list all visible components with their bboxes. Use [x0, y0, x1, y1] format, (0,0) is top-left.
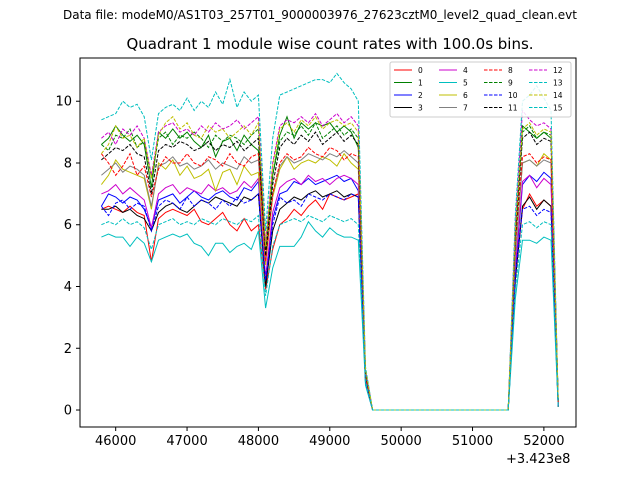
y-tick-label: 4 [64, 280, 72, 295]
series-line-6 [101, 152, 559, 411]
legend-label-2: 2 [418, 91, 423, 100]
series-line-5 [101, 220, 559, 411]
series-line-14 [101, 115, 559, 411]
legend-label-7: 7 [463, 104, 468, 113]
legend-label-12: 12 [553, 66, 563, 75]
x-tick-label: 52000 [523, 434, 564, 449]
series-line-3 [101, 190, 559, 411]
x-tick-label: 48000 [238, 434, 279, 449]
legend-label-5: 5 [463, 79, 468, 88]
legend-label-3: 3 [418, 104, 423, 113]
series-line-11 [101, 131, 559, 411]
series-line-7 [101, 149, 559, 411]
series-line-8 [101, 146, 559, 411]
legend-label-9: 9 [508, 79, 513, 88]
legend-label-15: 15 [553, 104, 563, 113]
x-tick-label: 46000 [95, 434, 136, 449]
legend-label-4: 4 [463, 66, 468, 75]
series-line-12 [101, 109, 559, 411]
legend-label-6: 6 [463, 91, 468, 100]
x-tick-label: 51000 [452, 434, 493, 449]
legend-label-14: 14 [553, 91, 563, 100]
legend-label-1: 1 [418, 79, 423, 88]
y-tick-label: 2 [64, 342, 72, 357]
x-tick-label: 49000 [309, 434, 350, 449]
series-line-9 [101, 121, 559, 411]
series-line-10 [101, 192, 559, 411]
series-line-15 [101, 214, 559, 411]
legend-label-11: 11 [508, 104, 518, 113]
y-tick-label: 8 [64, 156, 72, 171]
legend-label-10: 10 [508, 91, 518, 100]
series-line-13 [101, 72, 559, 411]
x-tick-label: 47000 [166, 434, 207, 449]
legend-label-0: 0 [418, 66, 423, 75]
x-tick-label: 50000 [380, 434, 421, 449]
legend-box [389, 61, 572, 118]
series-line-0 [101, 192, 559, 411]
y-tick-label: 6 [64, 218, 72, 233]
legend-label-8: 8 [508, 66, 513, 75]
series-line-2 [100, 171, 559, 411]
y-tick-label: 0 [64, 404, 72, 419]
x-axis-offset-label: +3.423e8 [506, 452, 571, 467]
legend-label-13: 13 [553, 79, 563, 88]
plot-frame [79, 57, 577, 428]
figure-suptitle: Data file: modeM0/AS1T03_257T01_90000039… [63, 8, 577, 22]
chart-title: Quadrant 1 module wise count rates with … [126, 35, 534, 53]
y-tick-label: 10 [55, 95, 72, 110]
